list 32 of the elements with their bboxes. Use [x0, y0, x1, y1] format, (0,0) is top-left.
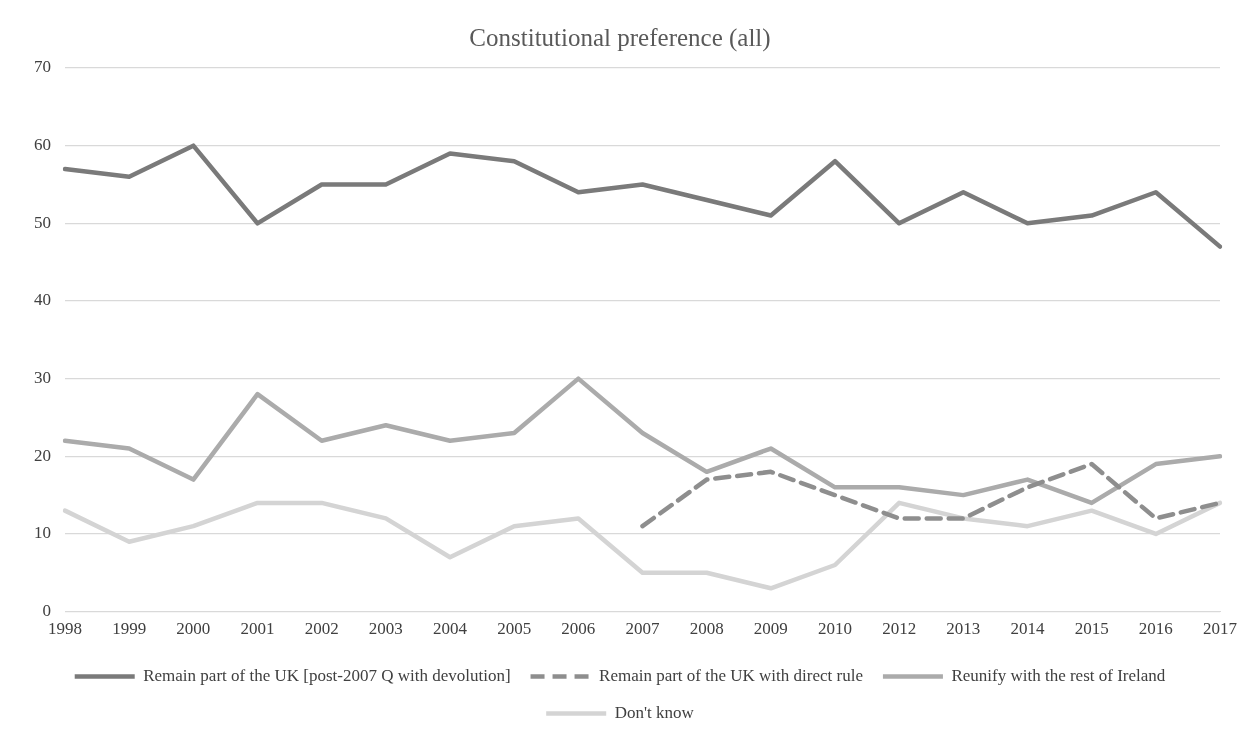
x-tick-label: 2002 — [304, 619, 339, 639]
x-tick-label: 2001 — [240, 619, 275, 639]
y-tick-label: 20 — [34, 445, 51, 465]
x-tick-label: 2003 — [368, 619, 403, 639]
y-tick-label: 40 — [34, 290, 51, 310]
x-tick-label: 2015 — [1074, 619, 1109, 639]
x-tick-label: 2000 — [176, 619, 211, 639]
y-tick-label: 30 — [34, 368, 51, 388]
x-tick-label: 2013 — [946, 619, 981, 639]
y-tick-label: 50 — [34, 212, 51, 232]
x-tick-label: 2014 — [1010, 619, 1045, 639]
legend-label: Reunify with the rest of Ireland — [951, 665, 1166, 685]
x-tick-label: 2010 — [818, 619, 852, 639]
x-tick-label: 1998 — [48, 619, 82, 639]
x-tick-label: 2012 — [882, 619, 917, 639]
x-tick-label: 2016 — [1138, 619, 1173, 639]
x-tick-label: 2017 — [1203, 619, 1238, 639]
x-tick-label: 2009 — [753, 619, 788, 639]
x-tick-label: 2004 — [433, 619, 468, 639]
y-tick-label: 60 — [34, 135, 51, 155]
x-tick-label: 2008 — [689, 619, 724, 639]
legend-label: Remain part of the UK [post-2007 Q with devolution] — [143, 665, 511, 685]
y-tick-label: 70 — [34, 57, 51, 77]
y-tick-label: 10 — [34, 523, 51, 543]
legend-label: Remain part of the UK with direct rule — [599, 665, 863, 685]
x-tick-label: 2006 — [561, 619, 596, 639]
legend-label: Don't know — [614, 702, 695, 722]
x-tick-label: 1999 — [112, 619, 147, 639]
y-tick-label: 0 — [42, 601, 51, 621]
x-tick-label: 2005 — [497, 619, 532, 639]
x-tick-label: 2007 — [625, 619, 660, 639]
chart-title: Constitutional preference (all) — [469, 23, 771, 52]
